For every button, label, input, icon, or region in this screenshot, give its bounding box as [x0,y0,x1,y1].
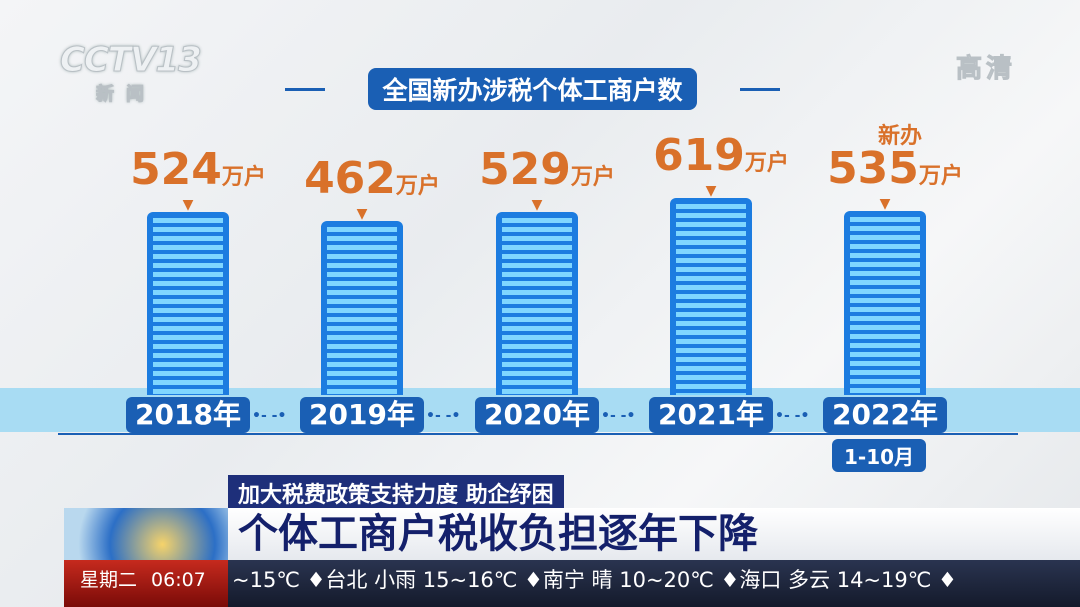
new-label: 新办 [878,124,923,149]
weekday: 星期二 [80,569,138,591]
connector-dots: •- -• [601,408,636,424]
bar-1 [321,221,403,395]
bar-stripes [676,204,746,395]
title-line-right [740,88,780,91]
time: 06:07 [151,569,206,591]
pin-icon: ▼ [705,183,717,200]
connector-dots: •- -• [252,408,287,424]
value-label: 529万户 [467,144,627,195]
value-label: 524万户 [118,144,278,195]
bar-4 [844,210,926,395]
connector-dots: •- -• [775,408,810,424]
value-number: 524 [130,144,222,196]
topic-banner: 加大税费政策支持力度 助企纾困 [228,475,564,508]
x-tick-label: 2019年 [300,397,424,433]
value-number: 462 [304,153,396,205]
value-number: 535 [827,142,919,194]
x-tick-label: 2018年 [126,397,250,433]
title-line-left [285,88,325,91]
hd-badge: 高清 [955,54,1016,85]
bar-stripes [153,218,223,395]
bar-stripes [502,217,572,395]
chart-title: 全国新办涉税个体工商户数 [368,68,697,110]
bar-stripes [327,227,397,395]
weather-ticker: ~15℃ ♦台北 小雨 15~16℃ ♦南宁 晴 10~20℃ ♦海口 多云 1… [228,560,1080,607]
x-tick-label: 2021年 [649,397,773,433]
x-tick-label: 2022年 [823,397,947,433]
headline: 个体工商户税收负担逐年下降 [228,508,1080,560]
cctv13-logo: CCTV13 新闻 [60,40,203,106]
globe-logo [64,508,228,560]
value-label: 535万户 [815,143,975,194]
period-label: 1-10月 [832,439,927,472]
value-label: 619万户 [641,130,801,181]
bar-3 [670,198,752,395]
x-tick-label: 2020年 [475,397,599,433]
connector-dots: •- -• [426,408,461,424]
value-unit: 万户 [395,174,440,200]
pin-icon: ▼ [531,196,543,213]
x-axis-line [58,433,1018,435]
value-unit: 万户 [918,163,963,189]
value-label: 462万户 [292,153,452,204]
chart-title-wrap: 全国新办涉税个体工商户数 [285,68,780,110]
bar-stripes [850,216,920,395]
bar-0 [147,212,229,395]
value-unit: 万户 [744,151,789,177]
pin-icon: ▼ [356,206,368,223]
value-unit: 万户 [221,165,266,191]
pin-icon: ▼ [879,195,891,212]
value-unit: 万户 [570,164,615,190]
value-number: 529 [479,143,571,195]
clock-box: 星期二 06:07 [64,560,228,607]
value-number: 619 [653,130,745,182]
pin-icon: ▼ [182,197,194,214]
bar-2 [496,211,578,395]
